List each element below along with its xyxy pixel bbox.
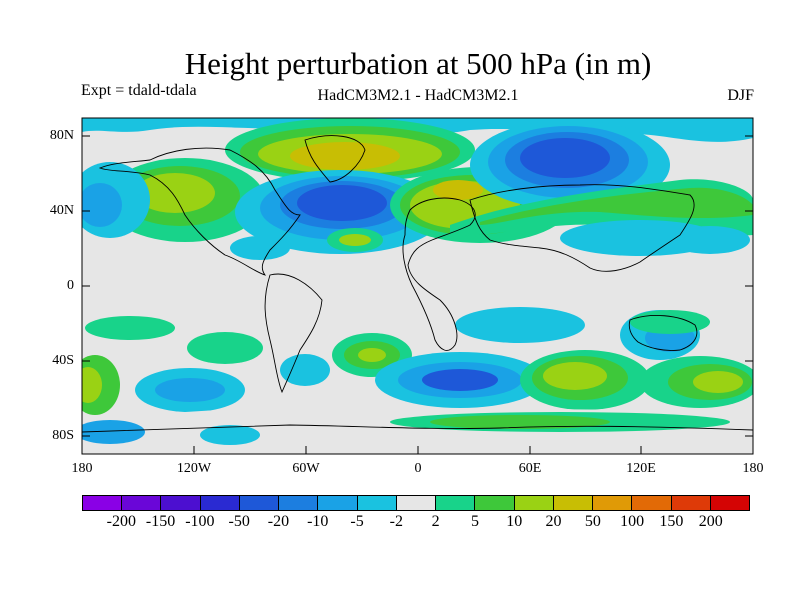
color-legend-swatch — [122, 496, 162, 510]
color-legend-label: -100 — [185, 513, 215, 530]
color-legend-swatch — [436, 496, 476, 510]
color-legend-swatch — [239, 496, 280, 510]
color-legend-label: -50 — [228, 513, 250, 530]
color-legend-label: 50 — [584, 513, 601, 530]
color-legend-label: 100 — [620, 513, 645, 530]
contour-field — [82, 118, 753, 454]
color-legend-swatch — [710, 496, 749, 510]
experiment-label: Expt = tdald-tdala — [81, 82, 197, 99]
color-legend-swatch — [396, 496, 437, 510]
color-legend-label: -200 — [106, 513, 136, 530]
color-legend-swatch — [553, 496, 594, 510]
color-legend-swatch — [279, 496, 319, 510]
lon-tick-label: 0 — [414, 461, 422, 476]
lon-tick-label: 120E — [626, 461, 656, 476]
color-legend-label: -5 — [350, 513, 364, 530]
color-legend-swatch — [161, 496, 201, 510]
lon-tick-label: 60E — [518, 461, 542, 476]
color-legend-swatch — [200, 496, 240, 510]
lat-tick-label: 0 — [67, 278, 74, 293]
lon-tick-label: 120W — [176, 461, 212, 476]
color-legend-label: -20 — [267, 513, 290, 530]
lat-tick-label: 40N — [49, 203, 74, 218]
color-legend-swatch — [671, 496, 711, 510]
color-legend-swatch — [514, 496, 554, 510]
color-legend-label: 2 — [431, 513, 440, 530]
color-legend-label: -2 — [389, 513, 403, 530]
color-legend-label: 10 — [506, 513, 523, 530]
color-legend-swatch — [357, 496, 397, 510]
color-legend — [82, 495, 750, 511]
season-label: DJF — [727, 87, 754, 104]
model-label: HadCM3M2.1 - HadCM3M2.1 — [317, 87, 519, 104]
color-legend-swatch — [593, 496, 633, 510]
lat-tick-label: 40S — [52, 353, 74, 368]
color-legend-label: -150 — [145, 513, 176, 530]
color-legend-label: -10 — [307, 513, 329, 530]
lon-tick-label: 180 — [742, 461, 764, 476]
coastlines — [82, 135, 753, 433]
lat-tick-label: 80S — [52, 428, 74, 443]
color-legend-swatch — [83, 496, 123, 510]
map-title: Height perturbation at 500 hPa (in m) — [184, 46, 652, 81]
color-legend-swatch — [632, 496, 672, 510]
color-legend-swatch — [318, 496, 358, 510]
color-legend-label: 5 — [470, 513, 479, 530]
lon-tick-label: 60W — [292, 461, 320, 476]
color-legend-swatch — [475, 496, 515, 510]
axis-ticks — [81, 135, 754, 454]
lon-tick-label: 180 — [71, 461, 93, 476]
color-legend-label: 20 — [545, 513, 562, 530]
color-legend-label: 150 — [659, 513, 684, 530]
color-legend-label: 200 — [698, 513, 723, 530]
lat-tick-label: 80N — [49, 128, 74, 143]
